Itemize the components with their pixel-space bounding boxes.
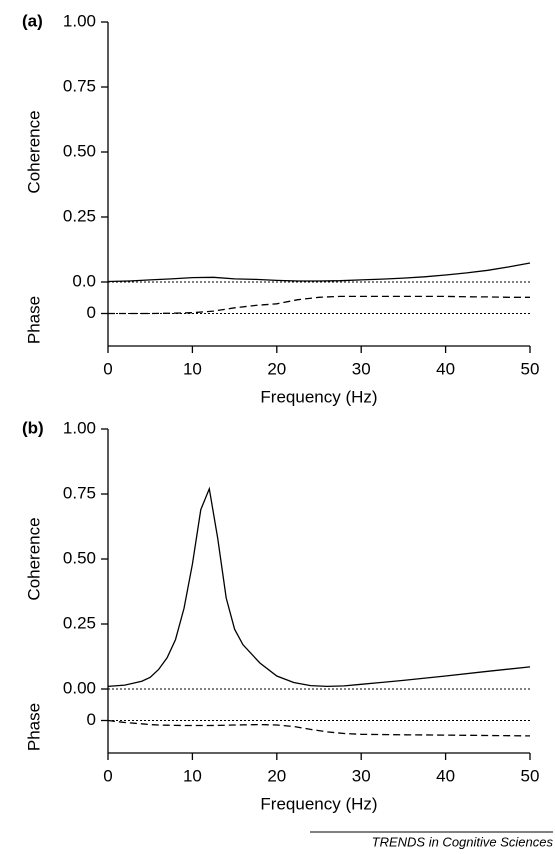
x-tick-label: 10 xyxy=(183,766,202,785)
x-tick-label: 50 xyxy=(521,766,540,785)
y-tick-label: 0.0 xyxy=(72,271,96,290)
y-tick-label: 0.50 xyxy=(63,548,96,567)
y-tick-label: 0 xyxy=(87,303,96,322)
source: TRENDS in Cognitive Sciences xyxy=(372,834,554,849)
x-tick-label: 30 xyxy=(352,766,371,785)
x-tick-label: 40 xyxy=(436,359,455,378)
y-tick-label: 0.50 xyxy=(63,141,96,160)
x-tick-label: 0 xyxy=(103,766,112,785)
x-tick-label: 30 xyxy=(352,359,371,378)
y-axis-label: Phase xyxy=(24,296,43,344)
y-tick-label: 0.75 xyxy=(63,483,96,502)
x-tick-label: 10 xyxy=(183,359,202,378)
y-tick-label: 1.00 xyxy=(63,11,96,30)
y-axis-label: Coherence xyxy=(24,517,43,600)
x-tick-label: 20 xyxy=(267,359,286,378)
x-axis-label: Frequency (Hz) xyxy=(260,794,377,813)
y-tick-label: 0.75 xyxy=(63,76,96,95)
y-tick-label: 0.25 xyxy=(63,613,96,632)
coherence-line xyxy=(107,262,531,283)
panel-label: (a) xyxy=(22,11,43,30)
phase-line xyxy=(107,719,531,737)
x-tick-label: 50 xyxy=(521,359,540,378)
y-tick-label: 1.00 xyxy=(63,418,96,437)
x-axis-label: Frequency (Hz) xyxy=(260,387,377,406)
y-tick-label: 0.00 xyxy=(63,678,96,697)
y-axis-label: Coherence xyxy=(24,110,43,193)
x-tick-label: 40 xyxy=(436,766,455,785)
y-axis-label: Phase xyxy=(24,703,43,751)
panel-label: (b) xyxy=(22,418,44,437)
phase-line xyxy=(108,295,530,315)
x-tick-label: 20 xyxy=(267,766,286,785)
y-tick-label: 0 xyxy=(87,710,96,729)
y-tick-label: 0.25 xyxy=(63,206,96,225)
x-tick-label: 0 xyxy=(103,359,112,378)
coherence-line xyxy=(107,486,531,688)
